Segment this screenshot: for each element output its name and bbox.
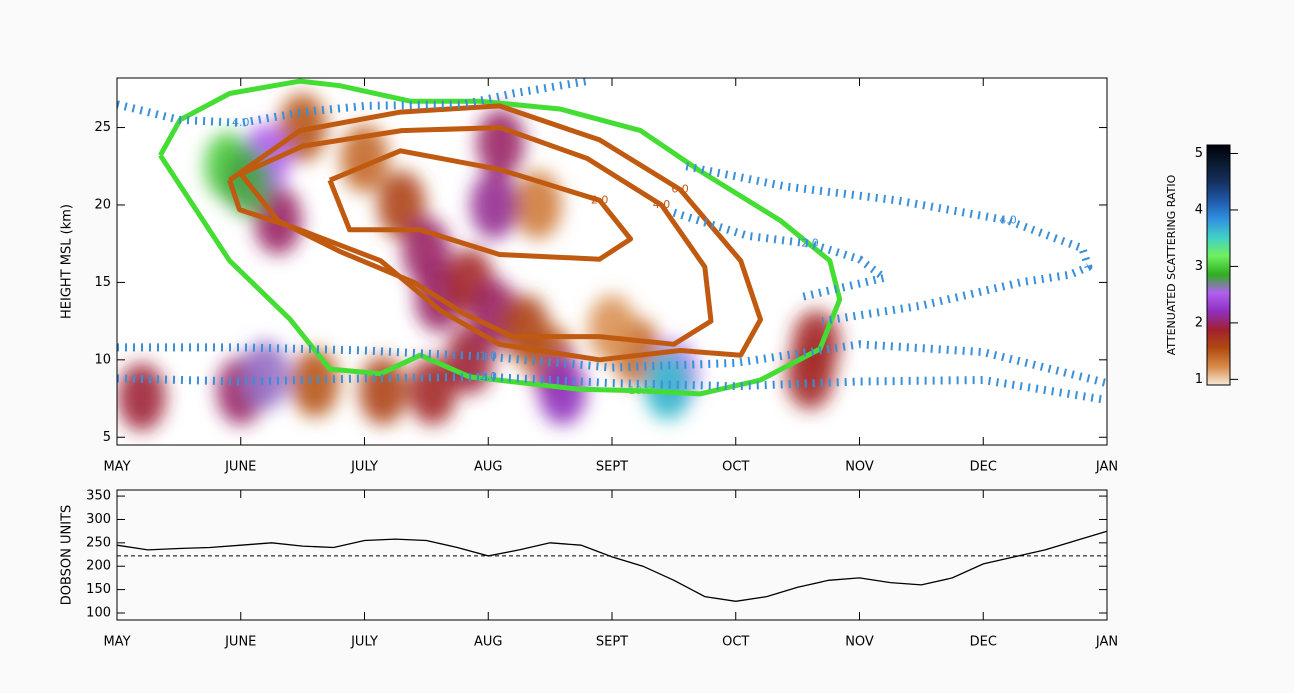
x-tick-label: OCT (722, 460, 749, 475)
x-tick-label: NOV (845, 460, 874, 475)
contour-label: 4.0 (232, 116, 250, 129)
x-tick-label: JUNE (224, 635, 256, 650)
y-tick-label: 350 (86, 489, 111, 504)
contour-label: 2.0 (801, 237, 819, 250)
x-tick-label: JULY (350, 635, 378, 650)
x-tick-label: OCT (722, 635, 749, 650)
colorbar-tick-label: 3 (1195, 259, 1203, 274)
contour-label: 4.0 (653, 198, 671, 211)
y-axis-label: HEIGHT MSL (km) (60, 204, 75, 319)
heat-cell (242, 341, 290, 409)
contour-label: 4.0 (999, 213, 1017, 226)
colorbar-label: ATTENUATED SCATTERING RATIO (1165, 174, 1178, 355)
x-tick-label: JAN (1095, 635, 1118, 650)
x-tick-label: DEC (970, 635, 997, 650)
y-tick-label: 5 (103, 430, 111, 445)
x-tick-label: JULY (350, 460, 378, 475)
x-tick-label: JAN (1095, 460, 1118, 475)
heat-cell (470, 171, 518, 239)
x-tick-label: SEPT (596, 460, 628, 475)
contour-label: 6.0 (671, 182, 689, 195)
contour-label: 2.0 (480, 370, 498, 383)
x-tick-label: NOV (845, 635, 874, 650)
contour-label: 1.0 (480, 350, 498, 363)
x-tick-label: SEPT (596, 635, 628, 650)
colorbar-tick-label: 4 (1195, 202, 1203, 217)
colorbar-tick-label: 1 (1195, 372, 1203, 387)
heat-cell (291, 349, 339, 417)
x-tick-label: AUG (474, 635, 502, 650)
y-tick-label: 300 (86, 512, 111, 527)
contour-label: 10.0 (628, 384, 653, 397)
y-tick-label: 100 (86, 605, 111, 620)
x-tick-label: MAY (103, 635, 130, 650)
x-tick-label: DEC (970, 460, 997, 475)
y-tick-label: 25 (94, 120, 111, 135)
colorbar (1207, 145, 1230, 385)
y-axis-label: DOBSON UNITS (60, 505, 75, 606)
colorbar-tick-label: 2 (1195, 315, 1203, 330)
y-tick-label: 250 (86, 535, 111, 550)
y-tick-label: 15 (94, 275, 111, 290)
colorbar-tick-label: 5 (1195, 146, 1203, 161)
x-tick-label: AUG (474, 460, 502, 475)
x-tick-label: MAY (103, 460, 130, 475)
chart: 10.06.04.02.01.02.04.04.02.0 MAYJUNEJULY… (0, 0, 1294, 689)
heat-cell (118, 363, 166, 431)
y-tick-label: 150 (86, 582, 111, 597)
y-tick-label: 20 (94, 197, 111, 212)
y-tick-label: 200 (86, 559, 111, 574)
y-tick-label: 10 (94, 352, 111, 367)
contour-label: 2.0 (591, 193, 609, 206)
heat-cell (588, 295, 636, 363)
x-tick-label: JUNE (224, 460, 256, 475)
